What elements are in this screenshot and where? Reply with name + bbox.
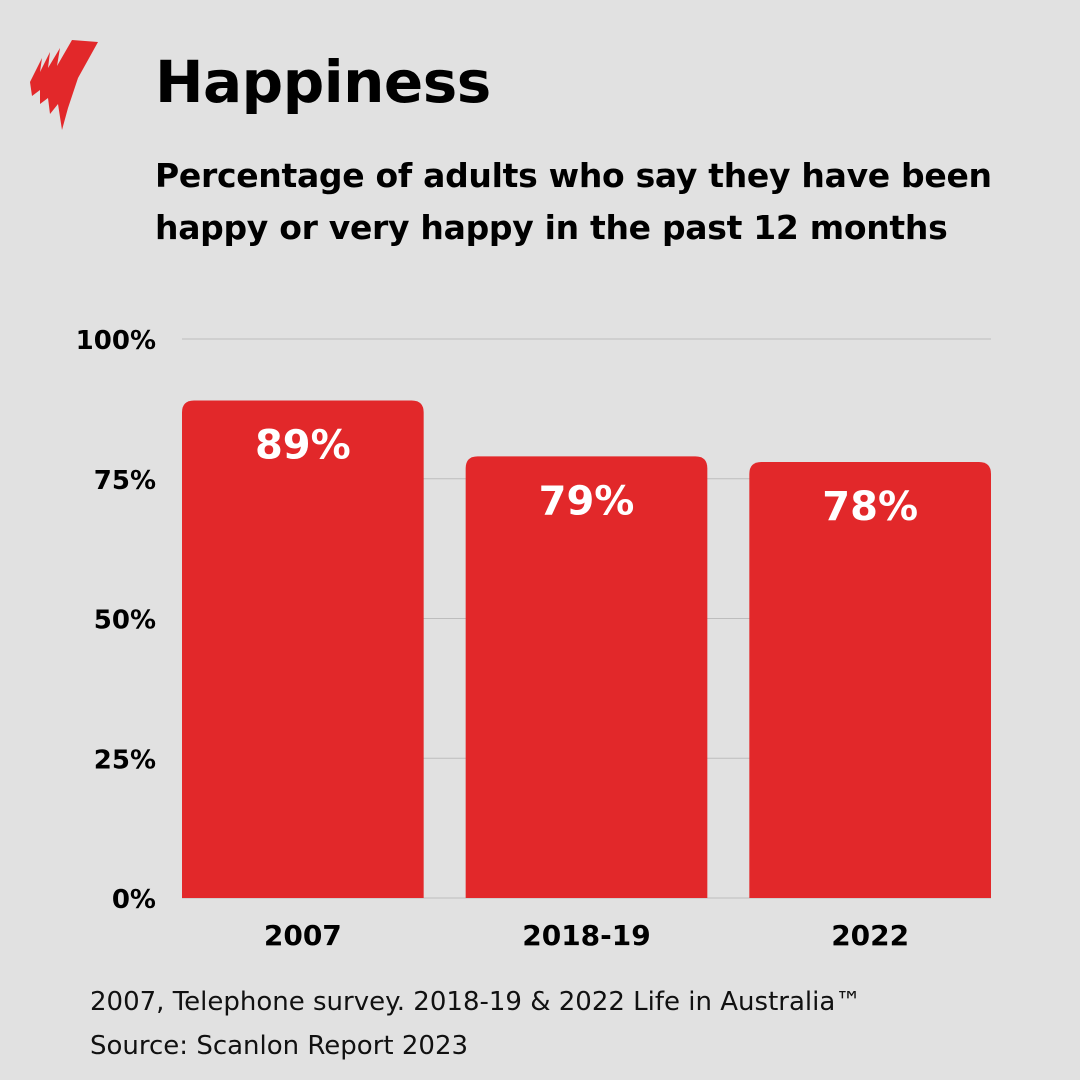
y-tick-label: 50%	[94, 606, 156, 636]
y-tick-label: 0%	[112, 885, 156, 915]
bar	[182, 400, 424, 898]
x-tick-label: 2022	[831, 919, 909, 952]
y-tick-label: 25%	[94, 745, 156, 775]
y-tick-label: 100%	[76, 326, 156, 356]
footer-note: 2007, Telephone survey. 2018-19 & 2022 L…	[90, 987, 862, 1017]
y-tick-label: 75%	[94, 466, 156, 496]
bar	[749, 461, 991, 898]
data-label: 89%	[255, 422, 351, 468]
data-label: 78%	[822, 484, 918, 530]
source-note: Source: Scanlon Report 2023	[90, 1031, 469, 1061]
chart-subtitle: Percentage of adults who say they have b…	[155, 156, 992, 247]
footer: 2007, Telephone survey. 2018-19 & 2022 L…	[90, 980, 861, 1068]
x-tick-label: 2018-19	[522, 919, 651, 952]
chart-title: Happiness	[155, 48, 491, 116]
x-tick-label: 2007	[264, 919, 342, 952]
sbs-logo	[30, 40, 98, 130]
data-label: 79%	[539, 478, 635, 524]
bar	[465, 456, 708, 898]
